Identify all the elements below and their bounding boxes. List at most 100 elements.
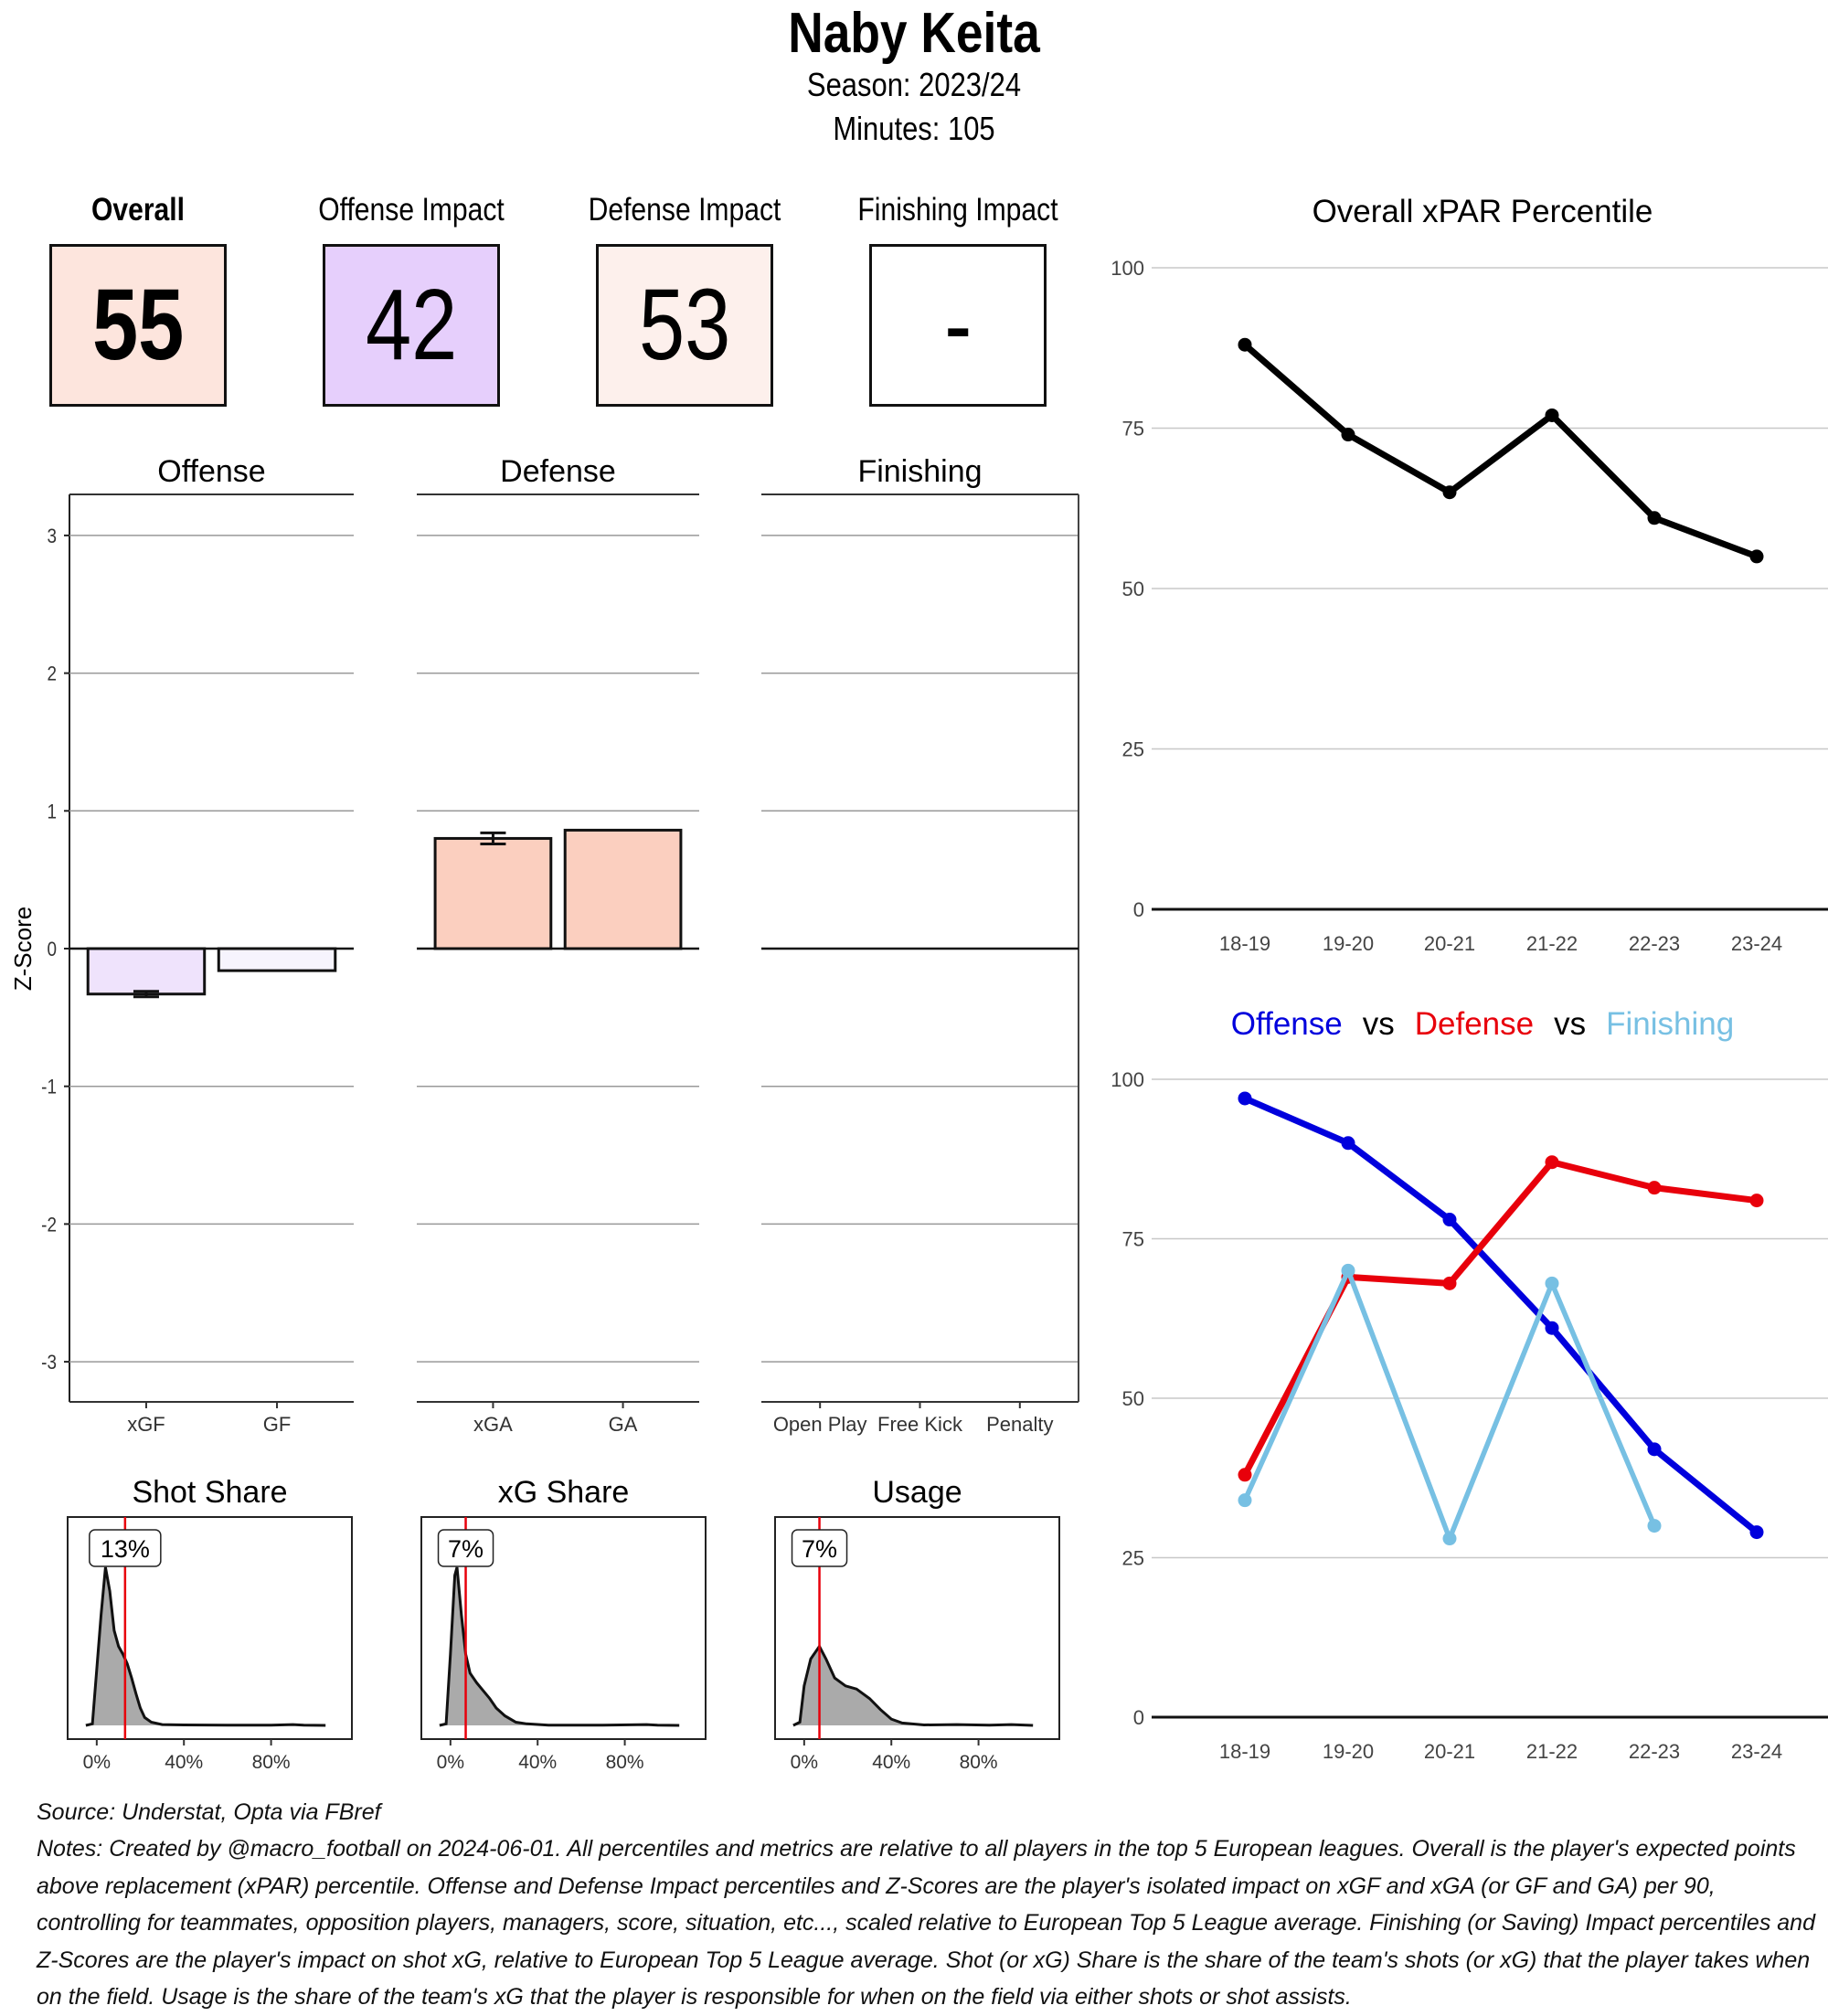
player-value-label-box	[791, 1529, 848, 1567]
y-tick-label: 0	[1133, 1706, 1144, 1729]
data-point	[1545, 408, 1559, 422]
card-value-box: 42	[323, 244, 500, 407]
y-tick-label: -2	[41, 1214, 57, 1236]
data-point	[1442, 1276, 1457, 1290]
distribution-title: Shot Share	[132, 1475, 287, 1510]
x-tick-label: Penalty	[986, 1413, 1053, 1436]
bar-xgf	[86, 947, 207, 996]
component-line-chart: Offense vs Defense vs Finishing 0 25 50 75 100 18-…	[1111, 1006, 1828, 1763]
card-label: Overall	[90, 192, 186, 228]
x-tick-label: xGF	[127, 1413, 165, 1436]
card-value: 55	[91, 269, 185, 381]
facet-defense: Defense xGA GA	[417, 454, 699, 1436]
distribution-usage: Usage 7% 0% 40% 80%	[774, 1475, 1060, 1773]
y-tick-label: 25	[1122, 1547, 1144, 1570]
series-finishing	[1238, 1263, 1662, 1546]
series-line	[1243, 1095, 1759, 1535]
x-tick-label: 0%	[791, 1752, 818, 1773]
y-axis-label: Z-Score	[9, 907, 37, 991]
x-tick-label: GF	[263, 1413, 292, 1436]
player-name: Naby Keita	[788, 2, 1040, 65]
x-tick-label: 22-23	[1629, 932, 1680, 955]
chart-title: Offense vs Defense vs Finishing	[1231, 1006, 1734, 1042]
x-tick-label: 20-21	[1424, 932, 1475, 955]
x-tick-label: 19-20	[1323, 1740, 1374, 1763]
data-point	[1442, 485, 1457, 500]
y-tick-label: 100	[1111, 257, 1144, 280]
y-tick-label: -1	[41, 1076, 57, 1098]
x-tick-label: 80%	[252, 1752, 291, 1773]
series-overall	[1238, 337, 1764, 564]
distribution-shot-share: Shot Share 13% 0% 40% 80%	[67, 1475, 353, 1773]
x-tick-label: 80%	[960, 1752, 998, 1773]
x-tick-label: 18-19	[1219, 932, 1270, 955]
y-tick-label: 25	[1122, 738, 1144, 761]
x-tick-label: 19-20	[1323, 932, 1374, 955]
y-tick-label: 75	[1122, 1228, 1144, 1251]
y-tick-label: 100	[1111, 1068, 1144, 1091]
density-area	[792, 1646, 1034, 1725]
density-area	[439, 1567, 680, 1725]
distribution-title: xG Share	[498, 1475, 630, 1510]
title-part-vs: vs	[1363, 1006, 1395, 1042]
bar-gf	[217, 947, 337, 972]
density-line	[85, 1566, 326, 1727]
x-tick-label: 40%	[872, 1752, 910, 1773]
x-tick-label: Open Play	[773, 1413, 867, 1436]
series-line	[1242, 1268, 1657, 1542]
card-label: Finishing Impact	[857, 192, 1058, 228]
data-point	[1545, 1321, 1559, 1335]
x-tick-label: GA	[609, 1413, 638, 1436]
data-point	[1238, 1468, 1252, 1482]
facet-title: Offense	[157, 454, 265, 489]
data-point	[1341, 428, 1355, 442]
notes-text: Notes: Created by @macro_football on 202…	[37, 1836, 1815, 2010]
data-point	[1545, 1276, 1559, 1290]
player-value-label: 7%	[448, 1535, 484, 1563]
facet-title: Defense	[500, 454, 616, 489]
x-tick-label: 21-22	[1526, 1740, 1578, 1763]
x-tick-label: 18-19	[1219, 1740, 1270, 1763]
player-value-label-box	[89, 1529, 162, 1567]
x-tick-label: 0%	[83, 1752, 111, 1773]
y-tick-label: 50	[1122, 1387, 1144, 1410]
x-tick-label: 22-23	[1629, 1740, 1680, 1763]
x-tick-label: 40%	[165, 1752, 203, 1773]
facet-finishing: Finishing Open Play Free Kick Penalty	[761, 454, 1079, 1436]
x-tick-label: 40%	[518, 1752, 557, 1773]
y-tick-label: 3	[47, 525, 57, 548]
y-tick-label: 0	[47, 939, 57, 961]
x-tick-label: 0%	[437, 1752, 464, 1773]
series-offense	[1238, 1091, 1764, 1540]
data-point	[1341, 1136, 1355, 1151]
data-point	[1647, 1442, 1662, 1457]
title-part-defense: Defense	[1415, 1006, 1534, 1042]
y-tick-label: 2	[47, 663, 57, 685]
data-point	[1749, 1194, 1764, 1208]
density-line	[439, 1566, 680, 1727]
minutes-label: Minutes: 105	[833, 110, 995, 147]
data-point	[1647, 1181, 1662, 1195]
card-value: 53	[638, 269, 731, 381]
data-point	[1341, 1263, 1355, 1278]
x-tick-label: 20-21	[1424, 1740, 1475, 1763]
series-defense	[1238, 1155, 1764, 1482]
data-point	[1442, 1213, 1457, 1227]
x-tick-label: 80%	[606, 1752, 644, 1773]
x-tick-label: 21-22	[1526, 932, 1578, 955]
data-point	[1749, 549, 1764, 564]
data-point	[1238, 337, 1252, 352]
series-line	[1241, 1159, 1758, 1477]
card-label: Offense Impact	[318, 192, 505, 228]
card-label: Defense Impact	[588, 192, 781, 228]
y-tick-label: 0	[1133, 898, 1144, 921]
distribution-title: Usage	[872, 1475, 962, 1510]
y-tick-label: 75	[1122, 418, 1144, 440]
player-value-label: 13%	[101, 1535, 150, 1563]
data-point	[1749, 1525, 1764, 1540]
player-value-label: 7%	[802, 1535, 837, 1563]
overall-xpar-line-chart: Overall xPAR Percentile 0 25 50 75 100 18-19 19…	[1111, 194, 1828, 955]
card-value-box: -	[869, 244, 1047, 407]
facet-offense: Offense xGF GF	[69, 454, 354, 1436]
